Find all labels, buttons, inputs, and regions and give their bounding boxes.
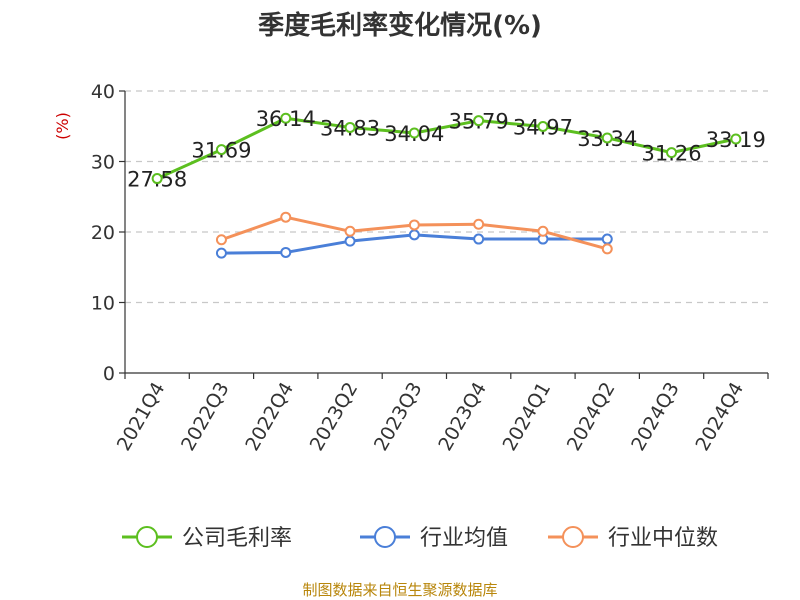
- legend-label: 行业均值: [420, 526, 508, 551]
- legend-marker: [562, 526, 584, 548]
- data-point[interactable]: [601, 233, 613, 245]
- legend-item-2[interactable]: 行业中位数: [548, 526, 718, 551]
- data-point[interactable]: [344, 235, 356, 247]
- data-label: 34.83: [320, 116, 380, 140]
- legend-marker: [136, 526, 158, 548]
- data-point[interactable]: [280, 246, 292, 258]
- x-tick-label: 2023Q3: [370, 379, 427, 455]
- data-label: 27.58: [127, 168, 187, 192]
- data-label: 33.34: [577, 127, 637, 151]
- series-2: [215, 211, 613, 255]
- data-label: 31.69: [191, 139, 251, 163]
- data-point[interactable]: [344, 225, 356, 237]
- x-tick-label: 2022Q4: [241, 379, 298, 455]
- legend-label: 公司毛利率: [182, 526, 292, 551]
- data-point[interactable]: [151, 173, 163, 185]
- chart-title: 季度毛利率变化情况(%): [258, 10, 542, 41]
- series-line: [156, 116, 737, 180]
- series-layer: [151, 112, 742, 259]
- data-point[interactable]: [537, 120, 549, 132]
- y-tick-label: 10: [91, 293, 115, 315]
- data-label: 34.97: [513, 115, 573, 139]
- x-tick-label: 2023Q2: [306, 379, 363, 455]
- x-tick-label: 2021Q4: [113, 379, 170, 455]
- data-point[interactable]: [666, 147, 678, 159]
- legend[interactable]: 公司毛利率 行业均值 行业中位数: [122, 526, 718, 551]
- data-point[interactable]: [730, 133, 742, 145]
- x-tick-label: 2024Q4: [691, 379, 748, 455]
- x-tick-label: 2022Q3: [177, 379, 234, 455]
- data-point[interactable]: [280, 211, 292, 223]
- data-point[interactable]: [473, 233, 485, 245]
- data-point[interactable]: [601, 243, 613, 255]
- data-point[interactable]: [408, 127, 420, 139]
- data-label: 31.26: [641, 142, 701, 166]
- x-tick-label: 2023Q4: [434, 379, 491, 455]
- data-point[interactable]: [215, 247, 227, 259]
- data-point[interactable]: [215, 234, 227, 246]
- y-tick-label: 30: [91, 152, 115, 174]
- source-note: 制图数据来自恒生聚源数据库: [302, 581, 497, 599]
- data-point[interactable]: [344, 121, 356, 133]
- data-point[interactable]: [537, 225, 549, 237]
- data-label: 33.19: [706, 128, 766, 152]
- x-tick-label: 2024Q3: [627, 379, 684, 455]
- y-tick-label: 40: [91, 81, 115, 103]
- data-label: 36.14: [256, 107, 316, 131]
- legend-item-0[interactable]: 公司毛利率: [122, 526, 292, 551]
- data-point[interactable]: [601, 132, 613, 144]
- data-point[interactable]: [215, 144, 227, 156]
- data-label: 35.79: [449, 110, 509, 134]
- x-tick-label: 2024Q1: [499, 379, 556, 455]
- x-tick-label: 2024Q2: [563, 379, 620, 455]
- data-point[interactable]: [473, 115, 485, 127]
- y-tick-label: 20: [91, 222, 115, 244]
- series-1: [215, 229, 613, 259]
- data-point[interactable]: [280, 112, 292, 124]
- data-point[interactable]: [408, 229, 420, 241]
- y-tick-label: 0: [103, 363, 115, 385]
- legend-item-1[interactable]: 行业均值: [360, 526, 508, 551]
- data-point[interactable]: [473, 218, 485, 230]
- series-0: [151, 112, 742, 185]
- legend-marker: [374, 526, 396, 548]
- grid-lines: [125, 90, 768, 304]
- data-point[interactable]: [408, 219, 420, 231]
- data-label: 34.04: [384, 122, 444, 146]
- legend-label: 行业中位数: [608, 526, 718, 551]
- y-axis-unit: (%): [53, 112, 72, 140]
